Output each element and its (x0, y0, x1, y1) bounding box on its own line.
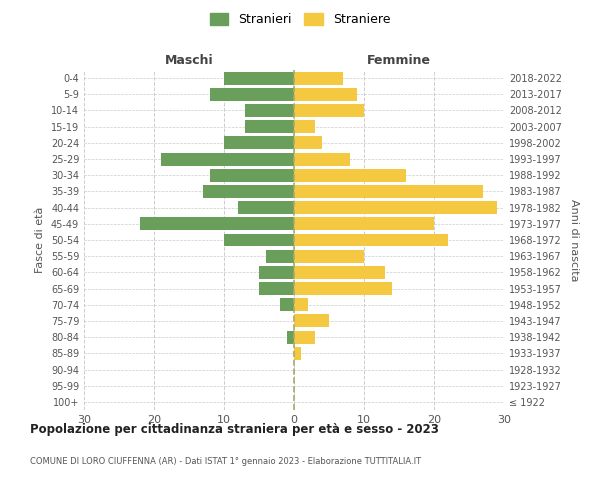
Bar (294, 314, 329, 328)
Text: Maschi: Maschi (164, 54, 214, 66)
Text: Femmine: Femmine (367, 54, 431, 66)
Bar (203, 185, 294, 198)
Bar (294, 88, 357, 101)
Bar (294, 136, 322, 149)
Bar (259, 282, 294, 295)
Legend: Stranieri, Straniere: Stranieri, Straniere (206, 8, 394, 30)
Text: COMUNE DI LORO CIUFFENNA (AR) - Dati ISTAT 1° gennaio 2023 - Elaborazione TUTTIT: COMUNE DI LORO CIUFFENNA (AR) - Dati IST… (30, 458, 421, 466)
Y-axis label: Fasce di età: Fasce di età (35, 207, 45, 273)
Bar (266, 250, 294, 262)
Bar (294, 169, 406, 181)
Bar (294, 250, 364, 262)
Bar (294, 282, 392, 295)
Bar (294, 298, 308, 311)
Bar (294, 347, 301, 360)
Bar (294, 266, 385, 279)
Y-axis label: Anni di nascita: Anni di nascita (569, 198, 578, 281)
Bar (245, 120, 294, 133)
Bar (287, 330, 294, 344)
Bar (210, 88, 294, 101)
Bar (259, 266, 294, 279)
Bar (224, 234, 294, 246)
Bar (224, 72, 294, 85)
Bar (224, 136, 294, 149)
Bar (161, 152, 294, 166)
Bar (280, 298, 294, 311)
Text: Popolazione per cittadinanza straniera per età e sesso - 2023: Popolazione per cittadinanza straniera p… (30, 422, 439, 436)
Bar (294, 218, 434, 230)
Bar (294, 72, 343, 85)
Bar (238, 201, 294, 214)
Bar (210, 169, 294, 181)
Bar (294, 152, 350, 166)
Bar (140, 218, 294, 230)
Bar (294, 185, 483, 198)
Bar (294, 234, 448, 246)
Bar (294, 330, 315, 344)
Bar (294, 201, 497, 214)
Bar (245, 104, 294, 117)
Bar (294, 104, 364, 117)
Bar (294, 120, 315, 133)
